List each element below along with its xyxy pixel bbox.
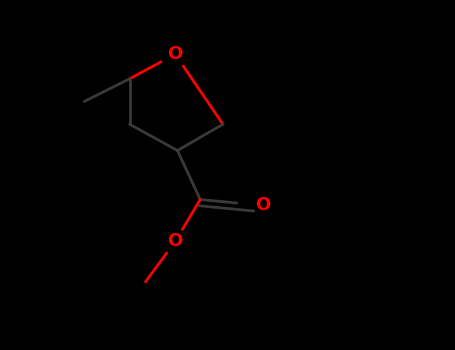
- Text: O: O: [167, 45, 183, 63]
- Text: O: O: [255, 196, 270, 214]
- Text: O: O: [167, 232, 183, 251]
